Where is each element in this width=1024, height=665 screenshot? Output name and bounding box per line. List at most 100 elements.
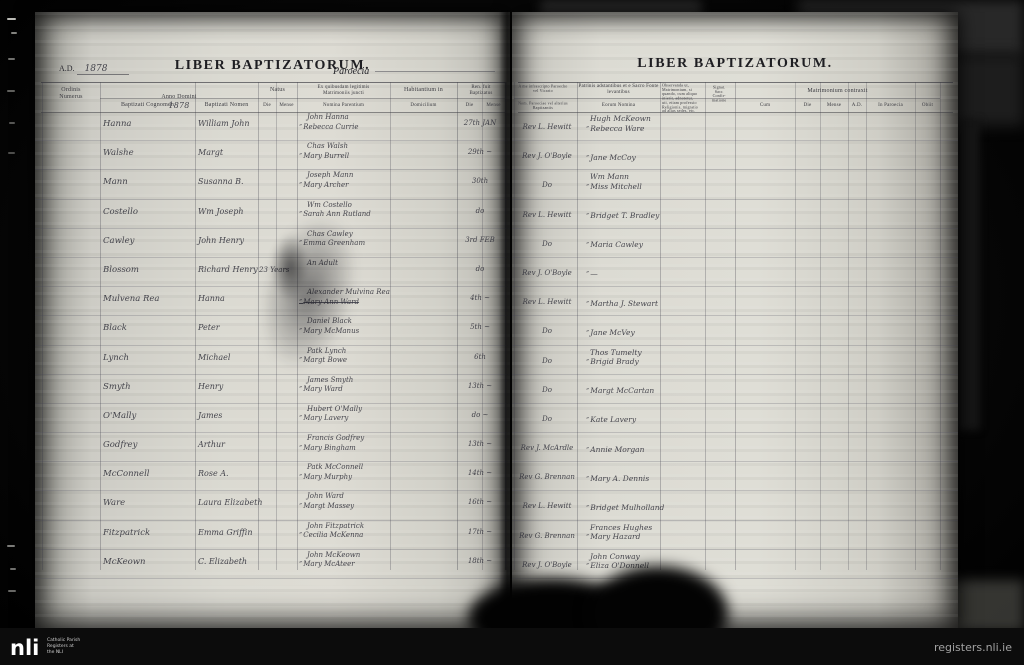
- sponsor-name: Maria Cawley: [586, 240, 643, 249]
- father-name: Chas Cawley: [307, 229, 353, 238]
- baptism-date: 3rd FEB: [465, 235, 495, 244]
- mother-name: Mary Ward: [299, 385, 342, 393]
- page-edge-mark: [7, 545, 15, 547]
- forename: Peter: [198, 323, 220, 333]
- forename: Wm Joseph: [198, 206, 244, 216]
- minister-sponsor-row: Do Thos Tumelty Brigid Brady: [512, 346, 958, 375]
- baptism-date: 6th: [474, 352, 486, 361]
- surname: Godfrey: [103, 440, 138, 451]
- surname: Mann: [103, 177, 128, 188]
- father-name: John McKeown: [307, 550, 361, 559]
- baptism-date: 14th ~: [467, 469, 493, 478]
- father-name: John Ward: [307, 492, 344, 501]
- father-name: John Hanna: [307, 113, 349, 121]
- header-natus-die: Die: [263, 103, 271, 108]
- sponsor-name: Jane McVey: [586, 328, 634, 337]
- priest-name: Do: [542, 327, 552, 336]
- header-bottom-rule: [518, 112, 953, 113]
- age-note: 23 Years: [259, 265, 290, 274]
- baptism-row: Smyth Henry James Smyth Mary Ward 13th ~: [35, 375, 510, 404]
- mother-name: Mary Murphy: [299, 473, 352, 481]
- anno-domini-label: Anno Domini: [161, 93, 197, 100]
- minister-sponsor-row: Do Jane McVey: [512, 316, 958, 346]
- mother-name: Mary Bingham: [299, 444, 356, 452]
- priest-name: Rev L. Hewitt: [522, 298, 572, 307]
- forename: Margt: [198, 148, 224, 158]
- surname: Lynch: [103, 352, 130, 363]
- priest-name: Do: [542, 239, 552, 248]
- sponsor-name: Brigid Brady: [586, 357, 639, 366]
- watermark-url: registers.nli.ie: [933, 641, 1012, 654]
- father-name: Hubert O'Mally: [307, 404, 363, 413]
- right-page: LIBER BAPTIZATORUM. A me infrascripto Pa…: [512, 12, 958, 630]
- page-edge-mark: [7, 18, 16, 20]
- right-page-title: LIBER BAPTIZATORUM.: [637, 56, 833, 71]
- surname: Walshe: [103, 148, 134, 159]
- baptism-row: Black Peter Daniel Black Mary McManus 5t…: [35, 316, 510, 346]
- baptism-row: Costello Wm Joseph Wm Costello Sarah Ann…: [35, 200, 510, 229]
- priest-name: Rev J. O'Boyle: [522, 268, 572, 277]
- forename: Michael: [198, 352, 231, 362]
- priest-name: Rev J. O'Boyle: [522, 152, 572, 161]
- sponsor-name: —: [586, 269, 598, 278]
- nli-logo: nli: [10, 636, 40, 660]
- header-minister-group: A me infrascripto Paroecho vel Vicario: [518, 84, 568, 93]
- paroecia-label: Paroecia: [333, 66, 495, 77]
- minister-sponsor-row: Rev L. Hewitt Martha J. Stewart: [512, 287, 958, 317]
- forename: Richard Henry: [198, 264, 258, 274]
- baptism-date: do ~: [471, 410, 489, 419]
- header-patrini-group: Patrinis adstantibus et e Sacro Fonte le…: [578, 84, 659, 95]
- mother-name: Rebecca Currie: [299, 123, 358, 131]
- forename: James: [198, 410, 223, 420]
- minister-sponsor-row: Rev G. Brennan Frances Hughes Mary Hazar…: [512, 521, 958, 550]
- mother-name: Cecilia McKenna: [299, 531, 363, 539]
- priest-name: Do: [542, 385, 552, 394]
- baptism-row: Lynch Michael Patk Lynch Margt Bowe 6th: [35, 346, 510, 375]
- bottom-bar: nli Catholic Parish Registers at the NLI…: [0, 628, 1024, 665]
- minister-sponsor-row: Rev J. O'Boyle Jane McCoy: [512, 141, 958, 171]
- surname: McKeown: [103, 556, 146, 567]
- header-cognomen: Baptizati Cognomen: [120, 102, 175, 108]
- priest-name: Rev L. Hewitt: [522, 502, 572, 511]
- page-edge-mark: [9, 122, 15, 124]
- minister-sponsor-row: Rev J. McArdle Annie Morgan: [512, 433, 958, 463]
- father-name: James Smyth: [307, 375, 354, 384]
- sponsor-name: Annie Morgan: [586, 445, 644, 454]
- table-top-rule: [41, 82, 505, 83]
- page-edge-mark: [8, 152, 15, 154]
- sponsor-name: Bridget Mulholland: [586, 503, 664, 512]
- minister-sponsor-row: Rev G. Brennan Mary A. Dennis: [512, 462, 958, 492]
- mother-name: Mary Archer: [299, 181, 348, 189]
- priest-name: Rev L. Hewitt: [522, 123, 572, 131]
- baptism-date: 29th ~: [467, 148, 493, 157]
- sponsor-name: Bridget T. Bradley: [586, 211, 659, 220]
- father-name: Joseph Mann: [307, 171, 354, 180]
- header-anno-domini: Anno Domini 1878: [100, 87, 258, 111]
- ad-year-line: A.D. 1878: [59, 64, 130, 75]
- mother-name: Margt Bowe: [299, 356, 347, 364]
- forename: John Henry: [198, 235, 245, 245]
- father-name: An Adult: [307, 258, 338, 267]
- baptism-row: Fitzpatrick Emma Griffin John Fitzpatric…: [35, 521, 510, 550]
- forename: Henry: [198, 381, 224, 391]
- header-matrimonium-group: Matrimonium contraxit: [807, 88, 868, 94]
- baptism-date: do: [475, 206, 485, 215]
- priest-name: Rev J. McArdle: [520, 444, 574, 453]
- baptism-date: do: [475, 264, 485, 273]
- baptism-row: Blossom Richard Henry 23 Years An Adult …: [35, 258, 510, 288]
- sponsor-name: Mary Hazard: [586, 532, 640, 541]
- header-observanda: Observanda ut, Matrimonium, si quando, c…: [662, 83, 698, 114]
- header-obiit: Obiit: [921, 103, 934, 108]
- left-page: A.D. 1878 LIBER BAPTIZATORUM. Paroecia O…: [35, 12, 510, 630]
- page-edge-mark: [8, 590, 16, 592]
- father-name: Francis Godfrey: [307, 434, 365, 443]
- surname: Smyth: [103, 381, 131, 392]
- surname: O'Mally: [103, 410, 137, 421]
- mother-name: Sarah Ann Rutland: [299, 210, 371, 218]
- header-in-paroecia: In Paroecia: [878, 103, 903, 108]
- minister-sponsor-row: Do Maria Cawley: [512, 229, 958, 258]
- header-natus: Natus: [270, 87, 285, 93]
- baptism-row: Mann Susanna B. Joseph Mann Mary Archer …: [35, 170, 510, 200]
- ad-year-handwritten: 1878: [76, 64, 130, 75]
